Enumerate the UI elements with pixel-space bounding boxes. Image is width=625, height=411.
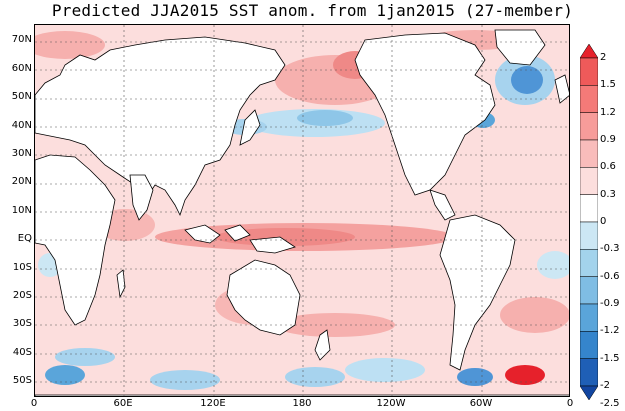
lat-label-10n: 10N [11,205,32,216]
lon-label-120w: 120W [376,398,406,409]
greenland [494,29,546,66]
lat-label-20s: 20S [12,290,32,301]
warm-anomaly-south-atlantic [500,297,569,333]
cool-anomaly-southern-atlantic-east [45,365,85,385]
colorbar-label: 2 [600,52,607,63]
colorbar-segment [580,194,598,223]
cool-anomaly-southern-ocean-1 [150,370,220,390]
lat-label-10s: 10S [12,262,32,273]
cool-anomaly-north-pacific-core [297,110,353,126]
japan [239,109,261,146]
british-isles [554,74,569,104]
colorbar-segment [580,139,598,168]
warm-anomaly-south-atlantic-core [505,365,545,385]
new-zealand [314,329,331,361]
colorbar-segment [580,276,598,305]
map-canvas [35,25,569,396]
graticule [35,25,569,396]
map-title: Predicted JJA2015 SST anom. from 1jan201… [51,1,574,20]
colorbar-label: 0.3 [600,188,616,200]
central-america [429,189,456,221]
antarctica-edge [35,394,569,396]
lon-label-0-right: 0 [566,398,574,409]
colorbar-label: -0.6 [600,270,620,282]
colorbar-label: 1.5 [600,79,616,91]
lat-label-40n: 40N [11,120,32,131]
cool-anomaly-drake-passage [457,368,493,386]
colorbar-label: 1.2 [600,106,616,118]
cool-anomaly-southern-indian [55,348,115,366]
eurasia [35,36,286,217]
colorbar-label: -2.5 [600,398,620,409]
colorbar [580,44,598,400]
colorbar-segment [580,167,598,195]
colorbar-label: 0 [600,216,607,227]
colorbar-label: -2 [600,380,610,391]
lon-label-0-left: 0 [30,398,38,409]
colorbar-segment [580,112,598,141]
lon-label-60e: 60E [113,398,133,409]
lat-label-50n: 50N [11,91,32,102]
cool-anomaly-north-atlantic-core [511,66,543,94]
madagascar [116,269,126,299]
lat-label-30s: 30S [12,318,32,329]
lat-label-40s: 40S [12,347,32,358]
india [129,174,154,221]
colorbar-segment [580,57,598,86]
cool-anomaly-southern-ocean-2 [285,367,345,387]
sst-anomaly-map [34,24,570,397]
lon-label-180: 180 [292,398,312,409]
colorbar-segment [580,358,598,387]
colorbar-segment [580,221,598,250]
colorbar-label: -0.9 [600,298,620,309]
lat-label-50s: 50S [12,375,32,386]
colorbar-segment [580,44,598,59]
colorbar-label: -0.3 [600,243,620,255]
colorbar-segment [580,85,598,113]
lon-label-120e: 120E [200,398,226,409]
south-america [439,214,516,371]
colorbar-segment [580,385,598,400]
cool-anomaly-tropical-atlantic [537,251,569,279]
lat-label-eq: EQ [17,233,32,244]
colorbar-label: -1.5 [600,352,620,364]
cool-anomaly-southern-pacific [345,358,425,382]
warm-anomaly-equatorial-core [215,228,355,246]
lat-label-20n: 20N [11,176,32,187]
colorbar-label: -1.2 [600,325,620,337]
colorbar-segment [580,331,598,359]
colorbar-label: 0.9 [600,134,616,145]
colorbar-segment [580,303,598,332]
lat-label-30n: 30N [11,148,32,159]
australia [226,259,301,336]
lat-label-60n: 60N [11,63,32,74]
continents [35,29,569,396]
indonesia [184,224,296,254]
lat-label-70n: 70N [11,34,32,45]
colorbar-label: 0.6 [600,161,616,173]
colorbar-segment [580,249,598,277]
lon-label-60w: 60W [469,398,493,409]
warm-anomaly-norwegian-sea [35,31,105,59]
